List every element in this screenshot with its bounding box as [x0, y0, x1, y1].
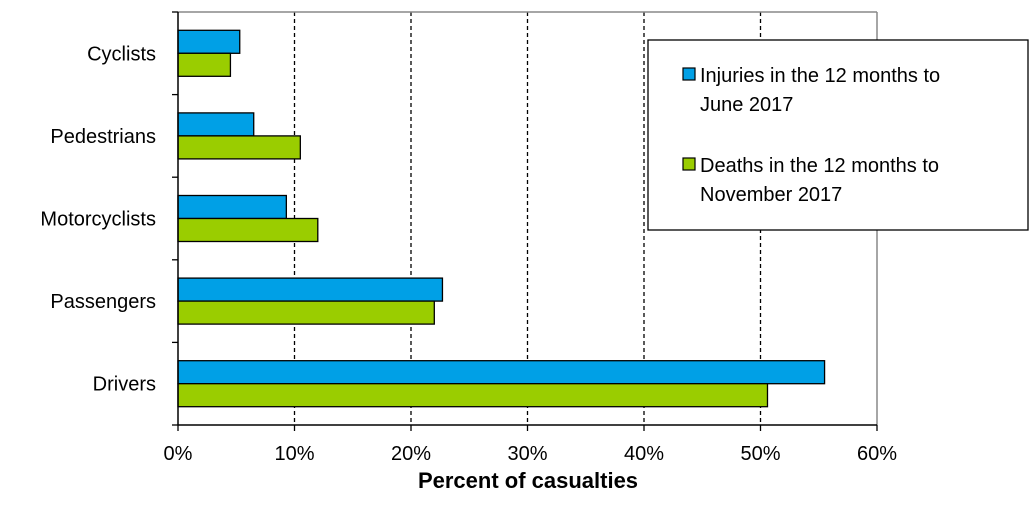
- legend-box: [647, 39, 1029, 231]
- bar-pedestrians-deaths: [177, 135, 301, 160]
- category-label: Motorcyclists: [40, 209, 156, 231]
- bar-passengers-injuries: [177, 277, 444, 302]
- x-tick-label: 30%: [507, 443, 547, 465]
- tick-labels: Cyclists Pedestrians Motorcyclists Passenge…: [40, 43, 897, 465]
- legend-swatch-injuries: [682, 67, 696, 81]
- x-tick-label: 0%: [164, 443, 193, 465]
- x-tick-label: 50%: [740, 443, 780, 465]
- x-tick-label: 60%: [857, 443, 897, 465]
- bar-motorcyclists-deaths: [177, 217, 319, 243]
- legend-swatch-deaths: [682, 157, 696, 171]
- category-label: Passengers: [50, 291, 156, 313]
- bars: [177, 29, 826, 408]
- x-tick-label: 20%: [391, 443, 431, 465]
- legend: Injuries in the 12 months to June 2017 Dea…: [647, 39, 1029, 231]
- bar-cyclists-injuries: [177, 29, 241, 54]
- legend-label: Injuries in the 12 months to: [700, 65, 940, 87]
- legend-label: Deaths in the 12 months to: [700, 155, 939, 177]
- bar-motorcyclists-injuries: [177, 194, 287, 220]
- x-tick-label: 40%: [624, 443, 664, 465]
- x-tick-label: 10%: [274, 443, 314, 465]
- category-label: Pedestrians: [50, 126, 156, 148]
- bar-cyclists-deaths: [177, 52, 232, 77]
- bar-drivers-deaths: [177, 383, 769, 408]
- legend-label: June 2017: [700, 94, 793, 116]
- bar-passengers-deaths: [177, 300, 435, 325]
- legend-label: November 2017: [700, 184, 842, 206]
- bar-pedestrians-injuries: [177, 112, 255, 137]
- category-label: Drivers: [93, 374, 156, 396]
- bar-drivers-injuries: [177, 360, 826, 385]
- category-label: Cyclists: [87, 43, 156, 65]
- x-axis-title: Percent of casualties: [418, 468, 638, 493]
